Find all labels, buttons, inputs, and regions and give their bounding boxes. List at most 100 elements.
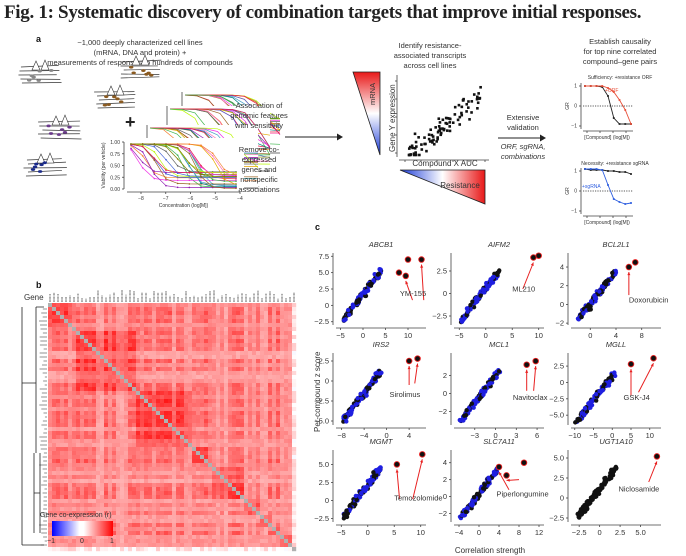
cell-lines-line-2: (mRNA, DNA and protein) + [93,48,187,57]
identify-line-2: associated transcripts [393,51,467,60]
data-point [366,282,372,287]
figure-title: Fig. 1: Systematic discovery of combinat… [4,2,642,23]
cell-cluster-icon [94,84,136,109]
scatter-point [432,142,436,146]
heatmap-cell [264,303,269,308]
validation-text: Extensive validation [498,113,548,133]
ytick-label: −2 [555,319,564,328]
heatmap-cell [80,303,85,308]
viability-ytick-label: 0.00 [110,187,120,193]
heatmap-cell [196,303,201,308]
heatmap-cell [164,303,169,308]
identify-text: Identify resistance- associated transcri… [370,41,490,71]
ytick-label: 0 [560,300,564,309]
scatter-point [411,146,414,150]
heatmap-cell [260,303,265,308]
xtick-label: −4 [360,431,369,440]
heatmap-cell [268,307,273,312]
heatmap-cell [192,303,197,308]
scatter-point [413,132,417,136]
data-point [350,304,356,309]
cell-cluster-icon [23,152,67,177]
scatter-point [414,140,418,144]
scatter-point [461,98,465,102]
heatmap-cell [48,307,53,312]
scatter-point [458,123,462,126]
xtick-label: 10 [535,331,543,340]
cell-cluster-icon [18,59,62,84]
heatmap-cell [108,303,113,308]
heatmap-cell [136,303,141,308]
heatmap-cell [284,303,289,308]
heatmap-cell [176,307,181,312]
ytick-label: 2.5 [437,267,447,276]
heatmap-cell [276,303,281,308]
scatter-point [435,140,438,143]
data-point [586,302,591,308]
heatmap-cell [124,303,129,308]
data-point [592,293,597,298]
heatmap-cell [188,307,193,312]
heatmap-cell [84,307,89,312]
heatmap-cell [232,303,237,308]
heatmap-cell [180,303,185,308]
heatmap-cell [72,307,77,312]
heatmap-cell [276,307,281,312]
scatter-point [457,103,461,107]
heatmap-cell [88,303,93,308]
arrowhead-icon [420,264,424,268]
causality-line-3: compound–gene pairs [582,57,658,66]
data-point [606,278,611,283]
cell-lines-text: ~1,000 deeply characterized cell lines (… [40,38,240,68]
heatmap-cell [204,307,209,312]
scatter-point [425,149,428,153]
heatmap-cell [244,307,249,312]
plus-sign: + [125,112,136,132]
scatter-point [445,129,449,132]
heatmap-cell [260,307,265,312]
heatmap-cell [68,307,73,312]
scatter-point [444,116,448,120]
heatmap-cell [184,307,189,312]
gr-ylabel: GR [565,187,571,195]
viability-xtick-label: −8 [138,196,144,202]
ytick-label: 4 [560,263,564,272]
compound-label: YM-155 [400,289,426,298]
gr-ytick-label: 1 [574,169,577,175]
scatter-axes [396,75,489,161]
scatter-point [436,136,439,139]
viability-xtick-label: −5 [212,196,218,202]
gr-curve-label: +ORF [605,88,618,94]
highlight-point [535,252,542,259]
heatmap-cell [216,307,221,312]
heatmap-cell [92,307,97,312]
heatmap-cell [192,307,197,312]
scatter-point [420,148,424,151]
heatmap-cell [196,307,201,312]
gr-ytick-label: −1 [571,124,577,130]
dose-response-curve [130,143,236,185]
heatmap-cell [140,307,145,312]
viability-ytick-label: 0.25 [110,175,120,181]
heatmap-cell [172,307,177,312]
xtick-label: −5 [455,331,464,340]
xtick-label: 0 [361,331,365,340]
necessity-title: Necessity: +resistance sgRNA [581,161,649,167]
heatmap-cell [64,303,69,308]
cell-lines-line-3: measurements of responses to hundreds of… [47,58,233,67]
ytick-label: −2.5 [432,312,447,321]
gr-curve [585,168,632,205]
cell-cluster-icon [38,114,82,140]
highlight-point [418,256,425,263]
ytick-label: 0 [325,377,329,386]
heatmap-cell [248,303,253,308]
heatmap-cell [112,307,117,312]
highlight-point [625,263,633,271]
scatter-point [467,100,470,103]
xtick-label: 4 [407,431,411,440]
heatmap-cell [156,307,161,312]
arrowhead-icon [627,272,631,276]
